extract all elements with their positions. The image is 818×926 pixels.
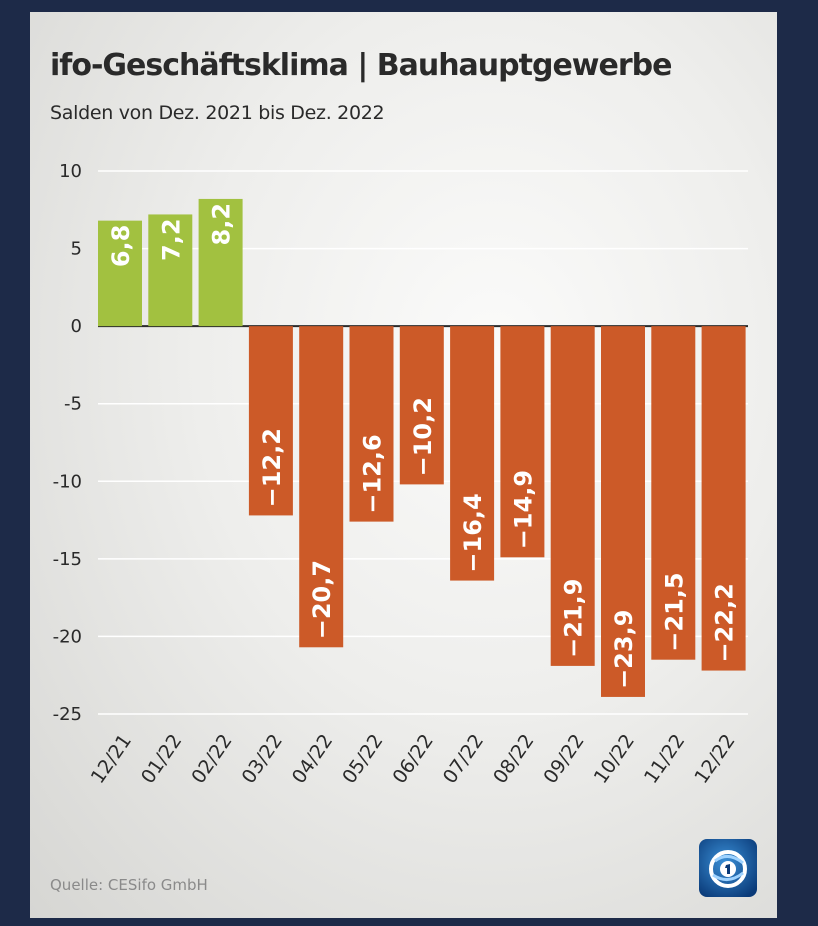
y-tick-label: -15	[53, 549, 82, 570]
x-category-label: 09/22	[539, 730, 588, 787]
value-label: 7,2	[157, 218, 185, 261]
x-category-label: 04/22	[288, 730, 337, 787]
x-category-label: 03/22	[238, 730, 287, 787]
x-category-label: 06/22	[388, 730, 437, 787]
value-label: −23,9	[610, 610, 638, 689]
x-category-label: 10/22	[590, 730, 639, 787]
value-label: −20,7	[308, 560, 336, 639]
value-label: −14,9	[509, 470, 537, 549]
x-category-label: 12/22	[690, 730, 739, 787]
bar-12-21	[98, 220, 142, 327]
value-label: −22,2	[711, 583, 739, 662]
value-label: −21,9	[560, 579, 588, 658]
bar-07-22	[450, 326, 495, 581]
bar-05-22	[349, 326, 394, 522]
bar-chart: 10 5 0 -5 -10 -15 -20 -25 6,8 12/21 7,2 01/22 8,2 02/…	[53, 161, 748, 788]
bar-08-22	[500, 326, 545, 558]
source-note: Quelle: CESifo GmbH	[50, 876, 208, 894]
y-tick-label: 10	[59, 161, 82, 182]
value-label: −16,4	[459, 493, 487, 572]
chart-card: 10 5 0 -5 -10 -15 -20 -25 6,8 12/21 7,2 01/22 8,2 02/…	[30, 12, 777, 918]
value-label: −21,5	[660, 572, 688, 651]
bar-09-22	[550, 326, 595, 666]
x-category-label: 02/22	[187, 730, 236, 787]
bar-10-22	[601, 326, 645, 697]
y-tick-label: -5	[64, 394, 82, 415]
x-category-label: 01/22	[137, 730, 186, 787]
x-category-label: 05/22	[338, 730, 387, 787]
bar-01-22	[148, 214, 193, 327]
x-category-label: 08/22	[489, 730, 538, 787]
chart-title: ifo-Geschäftsklima | Bauhauptgewerbe	[50, 48, 672, 83]
value-label: −12,2	[258, 428, 286, 507]
value-label: −10,2	[409, 397, 437, 476]
y-tick-label: 0	[71, 316, 82, 337]
chart-subtitle: Salden von Dez. 2021 bis Dez. 2022	[50, 102, 385, 124]
x-category-label: 11/22	[640, 730, 689, 787]
bar-12-22	[701, 326, 746, 671]
bar-04-22	[299, 326, 344, 648]
y-tick-label: -10	[53, 471, 82, 492]
tagesschau-globe-logo	[699, 839, 757, 897]
x-category-label: 12/21	[87, 730, 136, 787]
value-label: 8,2	[208, 203, 236, 246]
bar-03-22	[248, 326, 293, 516]
bar-06-22	[399, 326, 444, 485]
x-category-label: 07/22	[439, 730, 488, 787]
bar-11-22	[651, 326, 696, 660]
y-tick-label: 5	[71, 239, 82, 260]
y-tick-label: -25	[53, 704, 82, 725]
bar-02-22	[198, 198, 243, 327]
value-label: 6,8	[107, 225, 135, 268]
y-tick-label: -20	[53, 626, 82, 647]
value-label: −12,6	[359, 434, 387, 513]
